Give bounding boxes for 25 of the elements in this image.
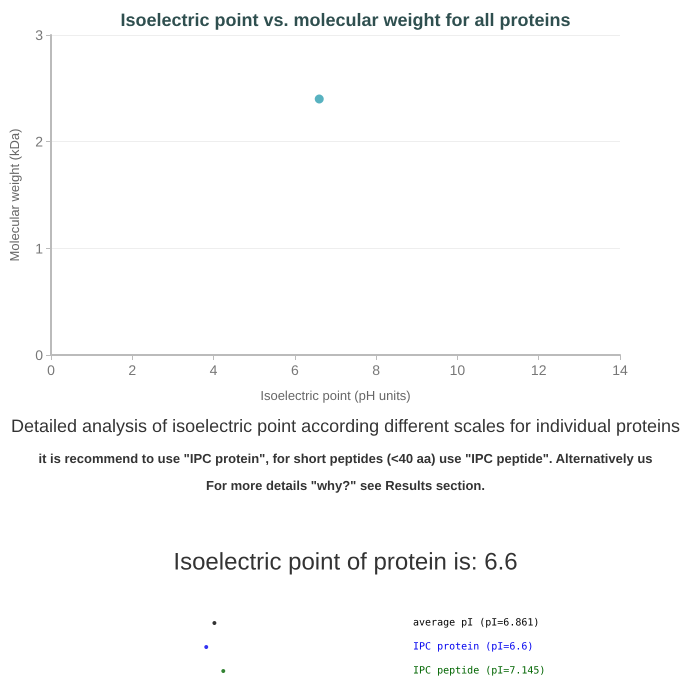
text: Isoelectric point of protein is: 6.6 [173, 548, 518, 576]
x-tick-label: 14 [612, 362, 628, 378]
y-tick-label: 3 [35, 27, 44, 43]
category-label: IPC protein [413, 642, 480, 652]
x-axis-title: Isoelectric point (pH units) [260, 388, 411, 403]
text: For more details "why?" see Results section. [205, 478, 486, 493]
x-tick-label: 2 [128, 362, 136, 378]
text: it is recommend to use "IPC protein", for short peptides (<40 aa) use "IPC peptide". Alternatively us [37, 451, 654, 466]
text: Detailed analysis of isoelectric point according different scales for individual proteins [10, 416, 682, 437]
y-tick-label: 2 [35, 134, 44, 150]
category-label: IPC peptide [413, 666, 480, 676]
data-label: (pI=7.145) [485, 666, 546, 676]
y-axis-title: Molecular weight (kDa) [7, 128, 22, 262]
x-tick-label: 10 [450, 362, 466, 378]
y-tick-label: 0 [35, 347, 44, 363]
chart-title: Isoelectric point vs. molecular weight for all proteins [120, 10, 571, 30]
x-tick-label: 8 [372, 362, 380, 378]
x-tick-label: 12 [530, 362, 547, 378]
category-label: average pI [413, 618, 474, 628]
x-tick-label: 0 [47, 362, 56, 378]
y-tick-label: 1 [35, 240, 44, 256]
x-tick-label: 4 [210, 362, 218, 378]
data-label: (pI=6.861) [479, 618, 540, 628]
x-tick-label: 6 [290, 362, 299, 378]
data-label: (pI=6.6) [485, 642, 534, 652]
